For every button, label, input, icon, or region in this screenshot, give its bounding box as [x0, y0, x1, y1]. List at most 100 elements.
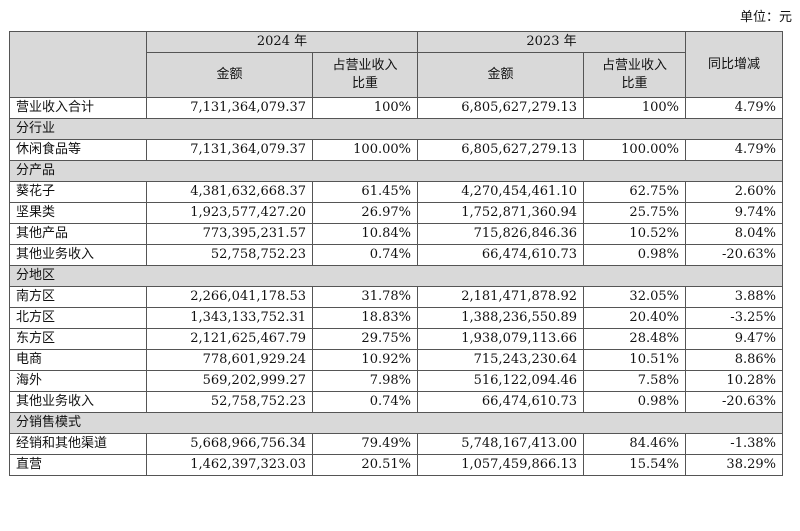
- header-share-line1: 占营业收入: [601, 58, 667, 73]
- header-amount-2024: 金额: [146, 52, 313, 98]
- cell-amount-2023: 66,474,610.73: [417, 244, 584, 266]
- cell-amount-2023: 4,270,454,461.10: [417, 181, 584, 203]
- cell-amount-2023: 6,805,627,279.13: [417, 139, 584, 161]
- section-title: 分行业: [9, 118, 783, 140]
- section-title: 分地区: [9, 265, 783, 287]
- cell-share-2024: 26.97%: [312, 202, 418, 224]
- cell-amount-2024: 5,668,966,756.34: [146, 433, 313, 455]
- header-share-line2: 比重: [621, 76, 648, 91]
- header-year-2023: 2023 年: [417, 31, 686, 53]
- header-share-line2: 比重: [351, 76, 378, 91]
- cell-label: 坚果类: [9, 202, 147, 224]
- header-amount-2023: 金额: [417, 52, 584, 98]
- total-share-2023: 100%: [583, 97, 686, 119]
- table-row: 其他业务收入 52,758,752.23 0.74% 66,474,610.73 0.9…: [9, 244, 783, 266]
- cell-yoy: 4.79%: [685, 139, 783, 161]
- cell-amount-2024: 2,266,041,178.53: [146, 286, 313, 308]
- table-row: 其他产品 773,395,231.57 10.84% 715,826,846.36 10…: [9, 223, 783, 245]
- header-blank-cell: [9, 31, 147, 98]
- cell-amount-2023: 2,181,471,878.92: [417, 286, 584, 308]
- cell-label: 南方区: [9, 286, 147, 308]
- cell-yoy: 10.28%: [685, 370, 783, 392]
- table-row: 葵花子 4,381,632,668.37 61.45% 4,270,454,461.1…: [9, 181, 783, 203]
- cell-share-2023: 32.05%: [583, 286, 686, 308]
- cell-amount-2024: 52,758,752.23: [146, 391, 313, 413]
- cell-yoy: -20.63%: [685, 244, 783, 266]
- cell-label: 海外: [9, 370, 147, 392]
- total-label: 营业收入合计: [9, 97, 147, 119]
- table-row: 东方区 2,121,625,467.79 29.75% 1,938,079,113.6…: [9, 328, 783, 350]
- cell-share-2023: 25.75%: [583, 202, 686, 224]
- total-yoy: 4.79%: [685, 97, 783, 119]
- cell-amount-2023: 66,474,610.73: [417, 391, 584, 413]
- table-row: 其他业务收入 52,758,752.23 0.74% 66,474,610.73 0.9…: [9, 391, 783, 413]
- section-title: 分产品: [9, 160, 783, 182]
- cell-share-2024: 31.78%: [312, 286, 418, 308]
- cell-share-2023: 20.40%: [583, 307, 686, 329]
- table-row: 休闲食品等 7,131,364,079.37 100.00% 6,805,627,27…: [9, 139, 783, 161]
- cell-share-2024: 100.00%: [312, 139, 418, 161]
- cell-amount-2024: 52,758,752.23: [146, 244, 313, 266]
- cell-amount-2023: 715,243,230.64: [417, 349, 584, 371]
- cell-label: 经销和其他渠道: [9, 433, 147, 455]
- cell-label: 其他业务收入: [9, 244, 147, 266]
- total-amount-2024: 7,131,364,079.37: [146, 97, 313, 119]
- cell-yoy: -20.63%: [685, 391, 783, 413]
- cell-label: 北方区: [9, 307, 147, 329]
- cell-amount-2024: 778,601,929.24: [146, 349, 313, 371]
- cell-share-2024: 20.51%: [312, 454, 418, 476]
- table-row: 经销和其他渠道 5,668,966,756.34 79.49% 5,748,167,4…: [9, 433, 783, 455]
- cell-label: 东方区: [9, 328, 147, 350]
- cell-label: 葵花子: [9, 181, 147, 203]
- header-share-line1: 占营业收入: [332, 58, 398, 73]
- cell-share-2024: 0.74%: [312, 391, 418, 413]
- table-row: 直营 1,462,397,323.03 20.51% 1,057,459,866.13…: [9, 454, 783, 476]
- revenue-table: 2024 年 2023 年 同比增减 金额 占营业收入 比重 金额 占营业收入 …: [9, 31, 783, 476]
- cell-share-2023: 0.98%: [583, 244, 686, 266]
- cell-amount-2024: 7,131,364,079.37: [146, 139, 313, 161]
- cell-amount-2023: 1,388,236,550.89: [417, 307, 584, 329]
- table-row: 海外 569,202,999.27 7.98% 516,122,094.46 7.58%…: [9, 370, 783, 392]
- total-row: 营业收入合计 7,131,364,079.37 100% 6,805,627,2…: [9, 97, 783, 119]
- cell-amount-2024: 1,462,397,323.03: [146, 454, 313, 476]
- cell-yoy: -1.38%: [685, 433, 783, 455]
- cell-share-2023: 10.52%: [583, 223, 686, 245]
- cell-amount-2024: 2,121,625,467.79: [146, 328, 313, 350]
- cell-yoy: 9.47%: [685, 328, 783, 350]
- cell-share-2024: 10.84%: [312, 223, 418, 245]
- cell-amount-2023: 715,826,846.36: [417, 223, 584, 245]
- total-share-2024: 100%: [312, 97, 418, 119]
- cell-amount-2023: 1,057,459,866.13: [417, 454, 584, 476]
- cell-label: 直营: [9, 454, 147, 476]
- cell-yoy: 2.60%: [685, 181, 783, 203]
- cell-share-2024: 29.75%: [312, 328, 418, 350]
- cell-share-2023: 7.58%: [583, 370, 686, 392]
- cell-share-2023: 84.46%: [583, 433, 686, 455]
- section-header-industry: 分行业: [9, 118, 783, 140]
- cell-label: 电商: [9, 349, 147, 371]
- cell-yoy: 9.74%: [685, 202, 783, 224]
- cell-share-2024: 18.83%: [312, 307, 418, 329]
- cell-yoy: 8.04%: [685, 223, 783, 245]
- cell-share-2023: 10.51%: [583, 349, 686, 371]
- section-title: 分销售模式: [9, 412, 783, 434]
- cell-label: 其他业务收入: [9, 391, 147, 413]
- header-row-years: 2024 年 2023 年 同比增减: [9, 31, 783, 98]
- cell-amount-2024: 1,343,133,752.31: [146, 307, 313, 329]
- header-share-2023: 占营业收入 比重: [583, 52, 686, 98]
- section-header-product: 分产品: [9, 160, 783, 182]
- table-row: 北方区 1,343,133,752.31 18.83% 1,388,236,550.8…: [9, 307, 783, 329]
- cell-label: 休闲食品等: [9, 139, 147, 161]
- header-share-2024: 占营业收入 比重: [312, 52, 418, 98]
- table-row: 坚果类 1,923,577,427.20 26.97% 1,752,871,360.9…: [9, 202, 783, 224]
- cell-yoy: 38.29%: [685, 454, 783, 476]
- cell-label: 其他产品: [9, 223, 147, 245]
- cell-amount-2023: 1,752,871,360.94: [417, 202, 584, 224]
- cell-amount-2024: 569,202,999.27: [146, 370, 313, 392]
- cell-amount-2024: 1,923,577,427.20: [146, 202, 313, 224]
- header-row-columns: 金额 占营业收入 比重 金额 占营业收入 比重: [10, 52, 783, 98]
- cell-yoy: 3.88%: [685, 286, 783, 308]
- header-year-2024: 2024 年: [146, 31, 418, 53]
- cell-share-2024: 10.92%: [312, 349, 418, 371]
- cell-share-2023: 100.00%: [583, 139, 686, 161]
